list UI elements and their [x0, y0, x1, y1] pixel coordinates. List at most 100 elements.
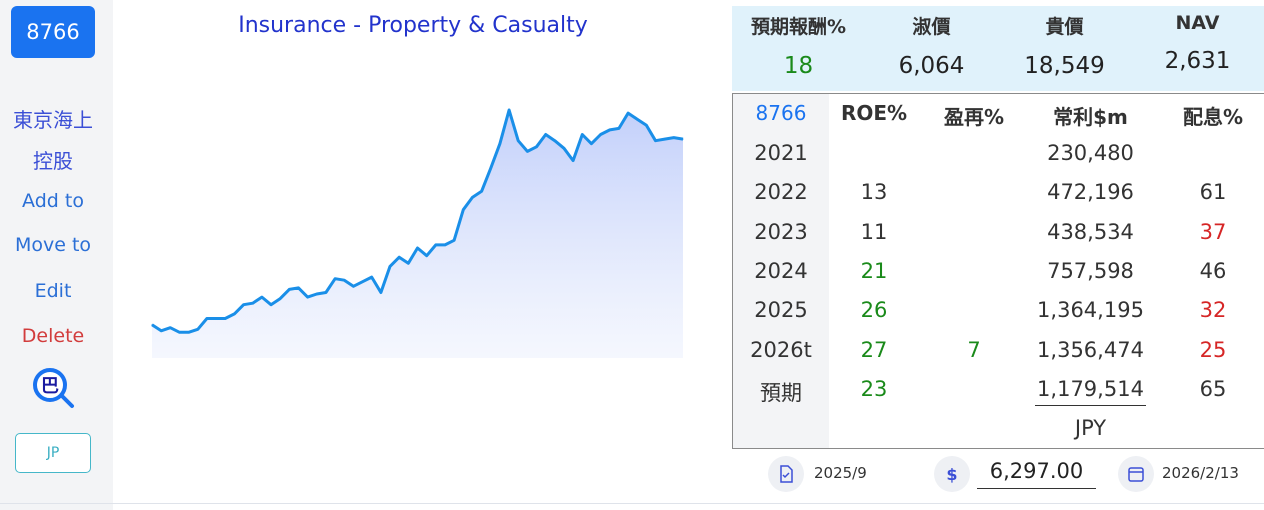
row-reinvest: 7 — [967, 337, 981, 362]
price-point — [444, 244, 446, 246]
price-point — [151, 324, 153, 326]
price-point — [563, 147, 565, 149]
delete-button[interactable]: Delete — [21, 325, 85, 347]
price-point — [233, 313, 235, 315]
price-point — [682, 138, 684, 140]
row-profit: 438,534 — [1047, 219, 1134, 244]
price-point — [545, 134, 547, 135]
sidebar: 8766 東京海上 控股 Add to Move to Edit Delete … — [0, 0, 113, 510]
currency-symbol: $ — [946, 464, 958, 484]
expected-return-col: 預期報酬% 18 — [732, 6, 865, 79]
row-payout: 46 — [1199, 258, 1227, 283]
nav-col: NAV 2,631 — [1131, 6, 1264, 74]
summary-box: 預期報酬% 18 淑價 6,064 貴價 18,549 NAV 2,631 — [732, 6, 1264, 91]
price-point — [160, 330, 162, 332]
forecast-underline — [1035, 405, 1146, 406]
table-ticker[interactable]: 8766 — [755, 101, 807, 125]
payout-header: 配息% — [1182, 105, 1244, 129]
price-point — [481, 190, 483, 192]
price-point — [536, 146, 537, 148]
row-year: 2022 — [754, 180, 808, 205]
price-point — [352, 285, 354, 287]
price-point — [407, 262, 409, 264]
price-point — [389, 265, 391, 267]
row-payout: 61 — [1199, 180, 1227, 205]
price-point — [188, 331, 190, 333]
price-point — [325, 292, 327, 293]
price-point — [307, 296, 309, 298]
price-point — [554, 140, 556, 142]
row-roe: 13 — [860, 180, 888, 205]
expensive-price-col: 貴價 18,549 — [998, 6, 1131, 79]
price-point — [609, 129, 611, 131]
row-profit: 472,196 — [1047, 180, 1134, 205]
price-point — [316, 293, 318, 295]
price-point — [471, 196, 473, 198]
company-name[interactable]: 東京海上 控股 — [0, 100, 106, 182]
price-point — [664, 138, 666, 140]
price-point — [636, 118, 638, 120]
price-point — [426, 255, 428, 257]
report-doc-icon[interactable] — [768, 456, 804, 492]
price-area-fill — [152, 110, 683, 358]
price-point — [581, 134, 583, 135]
price-point — [490, 167, 492, 169]
market-button[interactable]: JP — [15, 433, 91, 473]
price-point — [398, 256, 400, 258]
price-input[interactable] — [977, 454, 1096, 489]
chart-title: Insurance - Property & Casualty — [238, 13, 588, 38]
price-point — [590, 143, 592, 145]
row-year: 2025 — [754, 298, 808, 323]
price-point — [362, 281, 364, 283]
price-point — [517, 140, 519, 142]
move-to-button[interactable]: Move to — [14, 234, 92, 256]
row-profit: 230,480 — [1047, 141, 1134, 165]
price-point — [270, 304, 272, 306]
row-payout: 32 — [1199, 298, 1227, 323]
price-point — [453, 239, 455, 241]
year-column-background — [733, 94, 829, 448]
price-point — [499, 143, 501, 145]
footer-bar: 2025/9 $ 2026/2/13 — [732, 452, 1264, 492]
cheap-price-value: 6,064 — [898, 53, 965, 79]
price-point — [600, 134, 602, 135]
price-point — [169, 327, 171, 329]
search-icon[interactable]: 巴 — [31, 367, 77, 409]
row-payout: 37 — [1199, 219, 1227, 244]
expensive-price-label: 貴價 — [1045, 16, 1084, 38]
price-point — [462, 209, 464, 211]
price-point — [417, 247, 418, 249]
ticker-button[interactable]: 8766 — [11, 6, 95, 58]
edit-button[interactable]: Edit — [34, 280, 72, 302]
row-year: 2026t — [750, 337, 812, 362]
row-roe: 26 — [860, 298, 888, 323]
calendar-icon[interactable] — [1118, 456, 1154, 492]
price-point — [371, 276, 373, 278]
expected-return-label: 預期報酬% — [750, 16, 847, 38]
expensive-price-value: 18,549 — [1024, 53, 1105, 79]
price-point — [252, 302, 254, 304]
currency-icon: $ — [934, 456, 970, 492]
price-point — [435, 244, 437, 246]
price-date: 2026/2/13 — [1162, 464, 1239, 482]
currency-label: JPY — [1074, 416, 1107, 440]
company-name-line2: 控股 — [33, 149, 73, 173]
price-point — [673, 137, 675, 139]
price-point — [298, 287, 299, 289]
row-year: 2024 — [754, 258, 808, 283]
price-point — [572, 160, 574, 162]
nav-label: NAV — [1175, 12, 1220, 34]
row-payout: 25 — [1199, 337, 1227, 362]
add-to-button[interactable]: Add to — [22, 190, 84, 212]
row-year: 2021 — [754, 141, 808, 165]
company-name-line1: 東京海上 — [13, 108, 93, 132]
price-point — [243, 304, 245, 306]
price-point — [627, 112, 629, 114]
price-point — [215, 318, 217, 319]
row-year: 預期 — [760, 380, 802, 405]
row-profit: 1,179,514 — [1037, 376, 1144, 401]
chart-panel: Insurance - Property & Casualty — [113, 0, 732, 510]
profit-header: 常利$m — [1053, 105, 1128, 129]
report-date: 2025/9 — [814, 464, 867, 482]
expected-return-value: 18 — [783, 53, 814, 79]
